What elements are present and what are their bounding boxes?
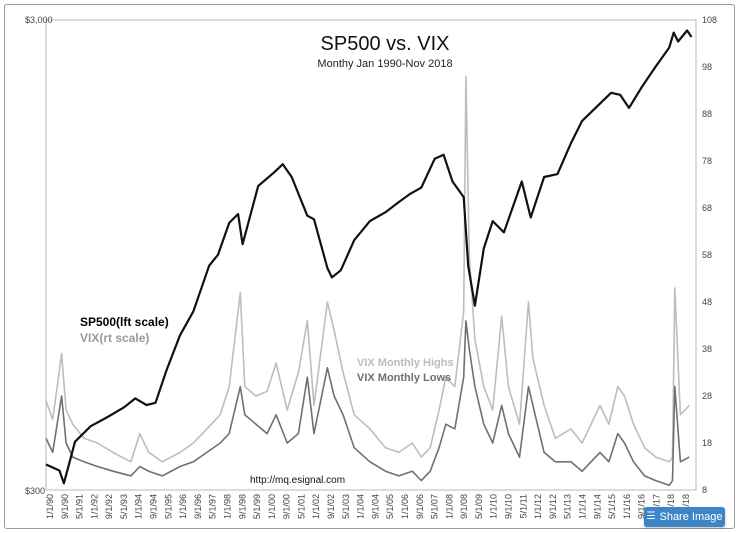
x-tick-label: 1/1/02	[311, 494, 321, 519]
share-image-button[interactable]: ☰ Share Image	[644, 507, 725, 527]
x-tick-label: 9/1/98	[237, 494, 247, 519]
x-tick-label: 5/1/09	[474, 494, 484, 519]
x-tick-label: 1/1/90	[45, 494, 55, 519]
x-tick-label: 5/1/03	[341, 494, 351, 519]
x-tick-label: 5/1/91	[75, 494, 85, 519]
right-tick-label: 8	[702, 485, 707, 495]
series-layer	[45, 29, 693, 487]
right-tick-label: 48	[702, 297, 712, 307]
right-tick-label: 58	[702, 250, 712, 260]
x-tick-label: 5/1/01	[296, 494, 306, 519]
series-line-vix-monthly-lows	[45, 319, 690, 487]
share-image-label: Share Image	[659, 511, 723, 523]
x-tick-label: 9/1/94	[149, 494, 159, 519]
x-tick-label: 9/1/12	[548, 494, 558, 519]
source-annotation: http://mq.esignal.com	[250, 475, 345, 486]
x-tick-label: 5/1/93	[119, 494, 129, 519]
x-tick-label: 9/1/00	[282, 494, 292, 519]
x-tick-label: 1/1/04	[356, 494, 366, 519]
x-tick-label: 1/1/12	[533, 494, 543, 519]
layers-icon: ☰	[646, 511, 656, 522]
right-tick-label: 18	[702, 438, 712, 448]
axis-layer: 8 18 28 38 48 58 68 78 88 98 108 1/1/90 9/1/90 5/1/91…	[45, 15, 717, 519]
legend-vix-lows: VIX Monthly Lows	[357, 372, 451, 384]
x-tick-label: 1/1/18	[666, 494, 676, 519]
series-line-sp500	[45, 29, 693, 485]
x-tick-label: 5/1/15	[607, 494, 617, 519]
x-tick-label: 5/1/13	[563, 494, 573, 519]
x-tick-label: 5/1/95	[163, 494, 173, 519]
right-tick-label: 98	[702, 62, 712, 72]
legend-sp500: SP500(lft scale)	[80, 315, 169, 329]
x-tick-label: 1/1/00	[267, 494, 277, 519]
x-tick-label: 9/1/02	[326, 494, 336, 519]
left-axis-top-label: $3,000	[25, 15, 53, 25]
legend-vix: VIX(rt scale)	[80, 331, 149, 345]
x-tick-label: 5/1/99	[252, 494, 262, 519]
chart-subtitle: Monthy Jan 1990-Nov 2018	[317, 58, 452, 70]
x-tick-label: 1/1/06	[400, 494, 410, 519]
right-tick-label: 78	[702, 156, 712, 166]
x-tick-label: 5/1/05	[385, 494, 395, 519]
legend-vix-highs: VIX Monthly Highs	[357, 357, 454, 369]
x-tick-label: 1/1/14	[578, 494, 588, 519]
x-tick-label: 9/1/90	[60, 494, 70, 519]
x-tick-label: 1/1/96	[178, 494, 188, 519]
x-tick-label: 5/1/11	[518, 494, 528, 518]
chart-title: SP500 vs. VIX	[321, 33, 450, 55]
x-tick-label: 1/1/08	[444, 494, 454, 519]
right-tick-label: 108	[702, 15, 717, 25]
x-tick-label: 5/1/97	[208, 494, 218, 519]
x-tick-label: 1/1/16	[622, 494, 632, 519]
series-line-vix-monthly-highs	[45, 75, 690, 463]
x-tick-label: 5/1/07	[430, 494, 440, 519]
left-axis-bottom-label: $300	[25, 486, 45, 496]
x-tick-label: 9/1/08	[459, 494, 469, 519]
right-tick-label: 88	[702, 109, 712, 119]
x-tick-label: 9/1/16	[637, 494, 647, 519]
x-tick-label: 1/1/94	[134, 494, 144, 519]
plot-area	[45, 19, 697, 491]
x-tick-label: 9/1/18	[681, 494, 691, 519]
right-tick-label: 68	[702, 203, 712, 213]
right-tick-label: 38	[702, 344, 712, 354]
x-tick-label: 5/1/17	[651, 494, 661, 519]
x-tick-label: 9/1/92	[104, 494, 114, 519]
right-tick-label: 28	[702, 391, 712, 401]
x-tick-label: 9/1/04	[370, 494, 380, 519]
x-tick-label: 1/1/10	[489, 494, 499, 519]
x-tick-label: 9/1/96	[193, 494, 203, 519]
x-tick-label: 1/1/92	[89, 494, 99, 519]
x-tick-label: 9/1/06	[415, 494, 425, 519]
x-tick-label: 1/1/98	[223, 494, 233, 519]
x-tick-label: 9/1/14	[592, 494, 602, 519]
x-tick-label: 9/1/10	[504, 494, 514, 519]
